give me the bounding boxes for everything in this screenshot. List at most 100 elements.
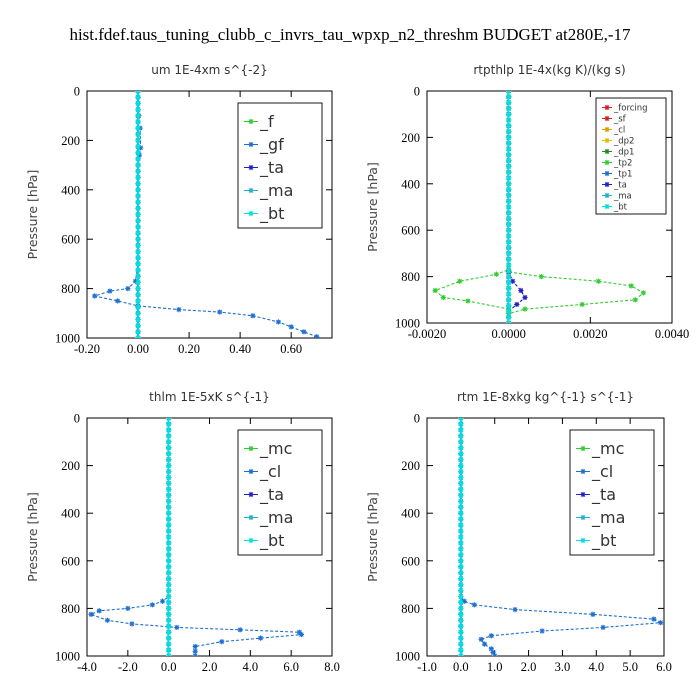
data-point (135, 316, 141, 323)
legend: _forcing_sf_cl_dp2_dp1_tp2_tp1_ta_ma_bt (595, 97, 667, 215)
legend-marker (604, 203, 610, 210)
y-tick-label: 0 (414, 412, 420, 426)
data-point (458, 492, 464, 498)
data-point (458, 540, 464, 546)
data-point (506, 250, 512, 256)
legend-label: _ta (591, 485, 616, 505)
data-point (458, 611, 464, 617)
x-tick-label: 3.0 (555, 660, 571, 674)
data-point (506, 320, 512, 323)
y-tick-label: 600 (61, 233, 80, 247)
legend-item: _ta (244, 485, 284, 505)
data-point (166, 418, 172, 421)
legend-item: _bt (244, 531, 284, 551)
data-point (458, 504, 464, 510)
y-axis-label: Pressure [hPa] (365, 492, 380, 582)
data-point (522, 294, 528, 301)
data-point (298, 631, 304, 638)
data-point (137, 145, 144, 151)
data-point (538, 274, 544, 280)
data-point (506, 285, 512, 291)
data-point (506, 239, 512, 245)
x-tick-label: 6.0 (656, 660, 672, 674)
data-point (506, 204, 512, 210)
data-point (129, 621, 135, 627)
data-point (488, 633, 494, 639)
y-tick-label: 1000 (395, 317, 420, 331)
data-point (458, 552, 464, 558)
data-point (135, 193, 141, 199)
plot-frame (86, 90, 333, 339)
data-point (506, 152, 512, 158)
legend-item: _mc (244, 439, 292, 459)
data-point (135, 236, 141, 242)
data-point (166, 641, 172, 647)
data-point (135, 137, 141, 143)
data-point (166, 647, 172, 653)
legend-label: _f (259, 112, 274, 132)
y-tick-label: 1000 (55, 650, 80, 664)
data-point (506, 210, 512, 216)
data-point (506, 268, 512, 274)
chart-title: rtm 1E-8xkg kg^{-1} s^{-1} (457, 390, 634, 404)
figure-title: hist.fdef.taus_tuning_clubb_c_invrs_tau_… (69, 25, 631, 44)
x-tick-label: 6.0 (283, 660, 299, 674)
data-point (458, 433, 464, 439)
data-point (166, 564, 172, 570)
data-point (104, 617, 111, 623)
legend-marker (580, 491, 586, 498)
data-point (506, 192, 512, 198)
data-point (458, 576, 464, 582)
data-point (166, 486, 172, 492)
data-point (301, 329, 307, 335)
data-point (506, 163, 512, 169)
data-point (135, 261, 141, 267)
data-point (488, 646, 494, 652)
data-point (512, 606, 518, 613)
legend-marker (248, 491, 254, 498)
legend-item: _tp1 (602, 169, 632, 179)
series-bt (506, 91, 512, 323)
data-point (458, 617, 464, 623)
x-tick-label: -1.0 (417, 660, 437, 674)
data-point (135, 168, 141, 174)
data-point (458, 647, 464, 653)
data-point (166, 617, 172, 623)
data-point (590, 611, 596, 617)
legend-label: _bt (613, 202, 628, 212)
legend-item: _cl (576, 462, 613, 482)
data-point (458, 486, 464, 492)
y-tick-label: 800 (61, 282, 80, 296)
chart-panels: um 1E-4xm s^{-2} Pressure [hPa] 0 200 400 600… (25, 63, 689, 674)
data-point (166, 439, 172, 445)
data-point (174, 624, 180, 631)
series-line (92, 91, 317, 338)
y-axis-label: Pressure [hPa] (25, 170, 40, 260)
data-point (135, 218, 141, 224)
data-point (628, 283, 634, 289)
data-point (506, 169, 512, 175)
data-point (166, 433, 172, 439)
data-point (135, 211, 141, 218)
x-tick-label: 0.0020 (573, 327, 607, 341)
legend-marker (580, 468, 586, 475)
legend-label: _cl (613, 125, 625, 135)
data-point (135, 174, 141, 181)
legend-item: _gf (244, 135, 284, 155)
data-point (458, 653, 464, 656)
legend-item: _dp1 (602, 147, 634, 157)
data-point (159, 598, 166, 604)
data-point (135, 310, 141, 316)
data-point (458, 516, 464, 522)
data-point (458, 570, 464, 576)
y-tick-label: 200 (61, 459, 80, 473)
data-point (458, 629, 464, 635)
legend-marker (248, 468, 254, 475)
legend-marker (604, 137, 610, 144)
x-tick-label: -0.0020 (408, 327, 447, 341)
data-point (458, 445, 464, 451)
x-tick-label: 4.0 (243, 660, 259, 674)
data-point (458, 534, 464, 540)
data-point (135, 100, 141, 106)
data-point (166, 480, 172, 487)
